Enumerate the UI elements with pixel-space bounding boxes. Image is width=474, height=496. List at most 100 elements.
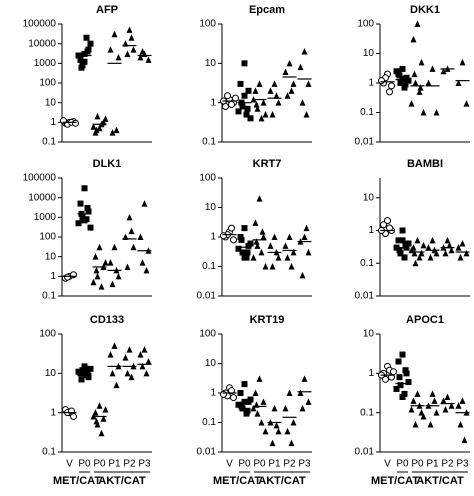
point [455, 244, 462, 251]
point [96, 402, 103, 409]
point [94, 112, 101, 120]
point [444, 236, 451, 244]
point [260, 99, 267, 106]
point [239, 103, 246, 110]
point [284, 92, 291, 99]
point [83, 34, 90, 41]
y-tick-label: 0.1 [42, 137, 56, 148]
point [282, 242, 289, 249]
point [143, 369, 150, 377]
x-tick-label: P2 [283, 459, 296, 470]
y-tick-label: 0.1 [42, 447, 56, 458]
point [408, 100, 415, 107]
point [145, 56, 152, 63]
point [230, 394, 237, 402]
point [448, 402, 455, 409]
y-tick-label: 1 [50, 407, 56, 418]
x-tick-label: P0 [78, 459, 91, 470]
point [90, 123, 97, 130]
point [303, 111, 310, 118]
point [269, 439, 276, 447]
y-tick-label: 100 [199, 19, 216, 30]
point [384, 217, 391, 225]
point [124, 263, 131, 270]
point [399, 75, 406, 82]
point [262, 263, 269, 270]
point [243, 111, 250, 118]
y-tick-label: 100 [39, 78, 56, 89]
y-tick-label: 1 [368, 225, 374, 236]
point [77, 200, 84, 207]
point [128, 373, 135, 381]
chart-title: KRT7 [253, 158, 282, 170]
x-tick-label: P0 [396, 459, 409, 470]
point [290, 419, 297, 426]
point [258, 419, 265, 426]
y-tick-label: 10 [205, 358, 217, 369]
point [241, 381, 248, 388]
y-tick-label: 1 [50, 271, 56, 282]
point [92, 409, 99, 416]
point [247, 240, 254, 247]
point [414, 20, 421, 27]
y-tick-label: 1000 [34, 58, 57, 69]
point [252, 219, 259, 226]
group-label: AKT/CAT [98, 475, 146, 487]
point [137, 351, 144, 358]
chart-title: Epcam [249, 4, 285, 16]
point [393, 385, 400, 392]
point [78, 376, 85, 383]
point [259, 228, 266, 235]
y-tick-label: 10 [363, 48, 375, 59]
y-tick-label: 10 [45, 251, 57, 262]
point [79, 214, 86, 221]
point [405, 379, 412, 386]
x-tick-label: P0 [93, 459, 106, 470]
point [139, 47, 146, 55]
point [299, 271, 306, 279]
point [457, 421, 464, 428]
point [141, 346, 148, 353]
point [247, 115, 254, 122]
point [252, 87, 259, 94]
y-tick-label: 100 [199, 173, 216, 184]
point [427, 253, 434, 261]
chart-title: DKK1 [410, 4, 440, 16]
y-tick-label: 100 [199, 329, 216, 340]
point [399, 237, 406, 244]
point [107, 259, 114, 266]
point [444, 393, 451, 401]
x-tick-label: P3 [298, 459, 311, 470]
point [412, 79, 419, 86]
point [244, 249, 251, 256]
point [260, 398, 267, 405]
point [418, 409, 425, 416]
y-tick-label: 0.1 [202, 261, 216, 272]
chart-title: KRT19 [250, 314, 285, 326]
point [241, 225, 248, 232]
point [72, 119, 79, 127]
y-tick-label: 10 [363, 192, 375, 203]
point [390, 368, 397, 376]
point [94, 272, 101, 280]
point [463, 100, 470, 107]
point [401, 254, 408, 261]
point [411, 70, 418, 78]
y-tick-label: 10 [363, 329, 375, 340]
point [273, 92, 280, 99]
point [254, 105, 261, 112]
x-tick-label: P1 [268, 459, 281, 470]
point [418, 249, 425, 257]
point [397, 80, 404, 86]
point [130, 46, 137, 53]
point [457, 253, 464, 261]
point [107, 46, 114, 53]
x-tick-label: P0 [238, 459, 251, 470]
y-tick-label: 0.01 [355, 137, 375, 148]
point [395, 358, 402, 365]
point [305, 398, 312, 405]
y-tick-label: 100 [39, 329, 56, 340]
point [378, 77, 385, 85]
point [425, 244, 432, 251]
